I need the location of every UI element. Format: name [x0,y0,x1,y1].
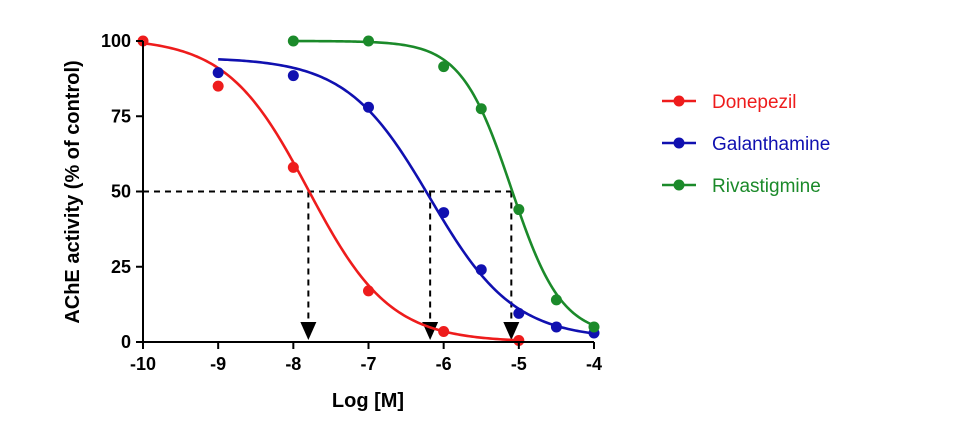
data-point-rivastigmine [475,103,487,115]
y-tick-label: 50 [111,182,131,202]
legend-marker-galanthamine [673,137,685,149]
data-point-galanthamine [287,70,299,82]
y-tick-label: 0 [121,332,131,352]
data-point-donepezil [513,334,525,346]
fit-curve-rivastigmine [293,39,595,327]
x-tick-label: -10 [130,354,156,374]
data-point-galanthamine [363,101,374,113]
data-point-donepezil [287,161,299,173]
plot-area [137,35,600,346]
y-tick-label: 25 [111,257,131,277]
data-point-galanthamine [513,307,525,319]
data-point-rivastigmine [438,61,450,73]
data-point-galanthamine [475,264,487,276]
y-ticks: 0 25 50 75 100 [101,31,143,352]
legend-marker-rivastigmine [673,179,685,191]
x-tick-label: -6 [436,354,452,374]
data-point-rivastigmine [550,294,562,306]
data-point-galanthamine [212,67,224,79]
fit-curve-donepezil [142,41,519,342]
y-tick-label: 75 [111,106,131,126]
x-tick-label: -8 [285,354,301,374]
fit-curve-galanthamine [218,58,595,335]
ic50-arrowhead [300,322,317,340]
legend-label-donepezil: Donepezil [712,92,797,113]
legend-marker-donepezil [673,95,685,107]
data-point-galanthamine [550,321,562,333]
legend: Donepezil Galanthamine Rivastigmine [662,92,830,197]
data-point-rivastigmine [513,204,525,216]
x-tick-label: -5 [511,354,527,374]
x-ticks: -10 -9 -8 -7 -6 -5 -4 [130,342,602,374]
data-point-rivastigmine [588,321,600,333]
x-tick-label: -4 [586,354,602,374]
x-axis-title: Log [M] [332,390,404,412]
x-tick-label: -7 [360,354,376,374]
y-axis-title: AChE activity (% of control) [62,60,84,323]
data-point-rivastigmine [363,35,374,47]
ic50-arrowhead [503,322,520,340]
data-point-donepezil [438,325,450,337]
x-tick-label: -9 [210,354,226,374]
legend-label-galanthamine: Galanthamine [712,134,830,155]
data-point-galanthamine [438,207,450,219]
data-point-rivastigmine [287,35,299,47]
data-point-donepezil [363,285,374,297]
y-tick-label: 100 [101,31,131,51]
legend-label-rivastigmine: Rivastigmine [712,176,821,197]
data-point-donepezil [212,80,224,92]
